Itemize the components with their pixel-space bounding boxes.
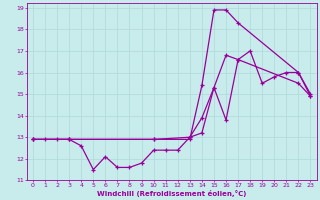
X-axis label: Windchill (Refroidissement éolien,°C): Windchill (Refroidissement éolien,°C) [97, 190, 246, 197]
